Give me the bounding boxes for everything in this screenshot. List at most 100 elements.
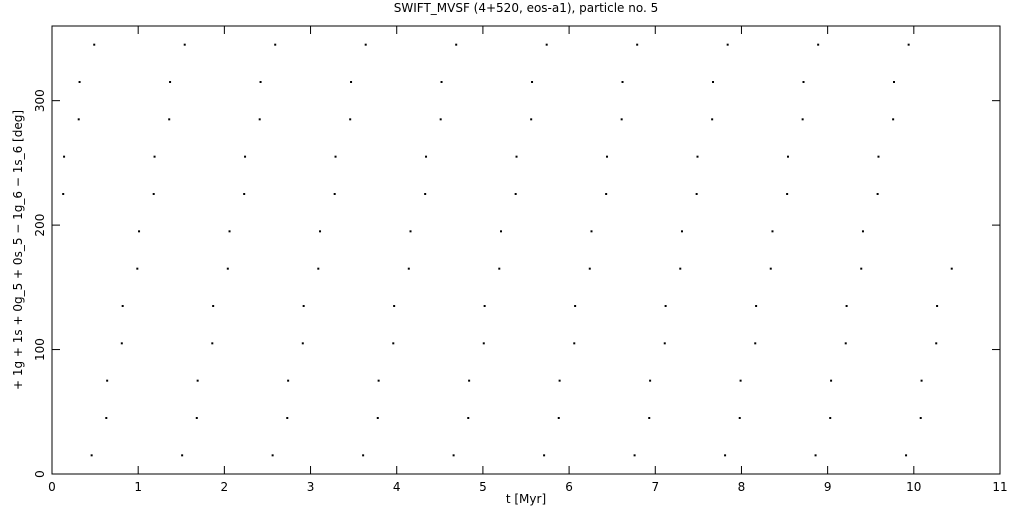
point (286, 417, 289, 419)
point (606, 155, 609, 158)
point (258, 118, 261, 121)
point (425, 155, 428, 158)
point (244, 155, 247, 158)
point (350, 81, 353, 83)
point (530, 118, 533, 121)
point (467, 417, 470, 419)
point (769, 267, 772, 270)
point (545, 43, 548, 46)
point (393, 305, 396, 307)
point (138, 230, 141, 233)
point (739, 379, 742, 382)
x-tick-label: 10 (906, 480, 921, 494)
point (817, 43, 820, 46)
point (590, 230, 593, 233)
point (407, 267, 410, 270)
point (680, 230, 683, 233)
point (920, 379, 923, 382)
x-tick-label: 0 (48, 480, 56, 494)
point (376, 417, 379, 419)
point (439, 118, 442, 121)
point (498, 267, 501, 270)
point (801, 118, 804, 121)
point (120, 342, 123, 345)
point (712, 81, 715, 83)
x-tick-label: 9 (824, 480, 832, 494)
point (860, 267, 863, 270)
point (196, 379, 199, 382)
point (663, 342, 666, 345)
point (907, 43, 910, 46)
point (181, 454, 184, 457)
x-tick-label: 2 (221, 480, 229, 494)
point (93, 43, 96, 46)
point (877, 155, 880, 158)
point (892, 118, 895, 121)
point (936, 305, 939, 307)
point (633, 454, 636, 457)
point (605, 193, 608, 195)
point (738, 417, 741, 419)
point (468, 379, 471, 382)
y-tick-label: 0 (33, 470, 47, 478)
point (695, 193, 698, 195)
point (648, 417, 651, 419)
point (711, 118, 714, 121)
point (620, 118, 623, 121)
point (664, 305, 667, 307)
point (455, 43, 458, 46)
point (482, 342, 485, 345)
point (514, 193, 517, 195)
point (844, 342, 847, 345)
point (543, 454, 546, 457)
point (349, 118, 352, 121)
point (755, 305, 758, 307)
y-tick-label: 300 (33, 89, 47, 112)
point (106, 379, 109, 382)
chart-title: SWIFT_MVSF (4+520, eos-a1), particle no.… (394, 1, 659, 15)
point (136, 267, 139, 270)
point (90, 454, 93, 457)
point (362, 454, 365, 457)
point (153, 155, 156, 158)
point (424, 193, 427, 195)
point (78, 81, 81, 83)
point (830, 379, 833, 382)
point (573, 342, 576, 345)
x-tick-label: 5 (479, 480, 487, 494)
x-tick-label: 1 (134, 480, 142, 494)
point (183, 43, 186, 46)
point (121, 305, 124, 307)
x-tick-label: 11 (992, 480, 1007, 494)
point (259, 81, 262, 83)
plot-frame (51, 25, 1001, 475)
point (531, 81, 534, 83)
point (152, 193, 155, 195)
point (211, 342, 214, 345)
point (621, 81, 624, 83)
point (334, 155, 337, 158)
point (169, 81, 172, 83)
point (226, 267, 229, 270)
point (452, 454, 455, 457)
point (195, 417, 198, 419)
point (483, 305, 486, 307)
point (392, 342, 395, 345)
point (228, 230, 231, 233)
point (726, 43, 729, 46)
point (771, 230, 774, 233)
x-tick-label: 4 (393, 480, 401, 494)
point (409, 230, 412, 233)
point (212, 305, 215, 307)
x-tick-label: 3 (307, 480, 315, 494)
point (287, 379, 290, 382)
point (845, 305, 848, 307)
point (558, 379, 561, 382)
y-tick-label: 200 (33, 214, 47, 237)
point (317, 267, 320, 270)
point (333, 193, 336, 195)
point (168, 118, 171, 121)
point (63, 155, 66, 158)
point (802, 81, 805, 83)
point (302, 305, 305, 307)
